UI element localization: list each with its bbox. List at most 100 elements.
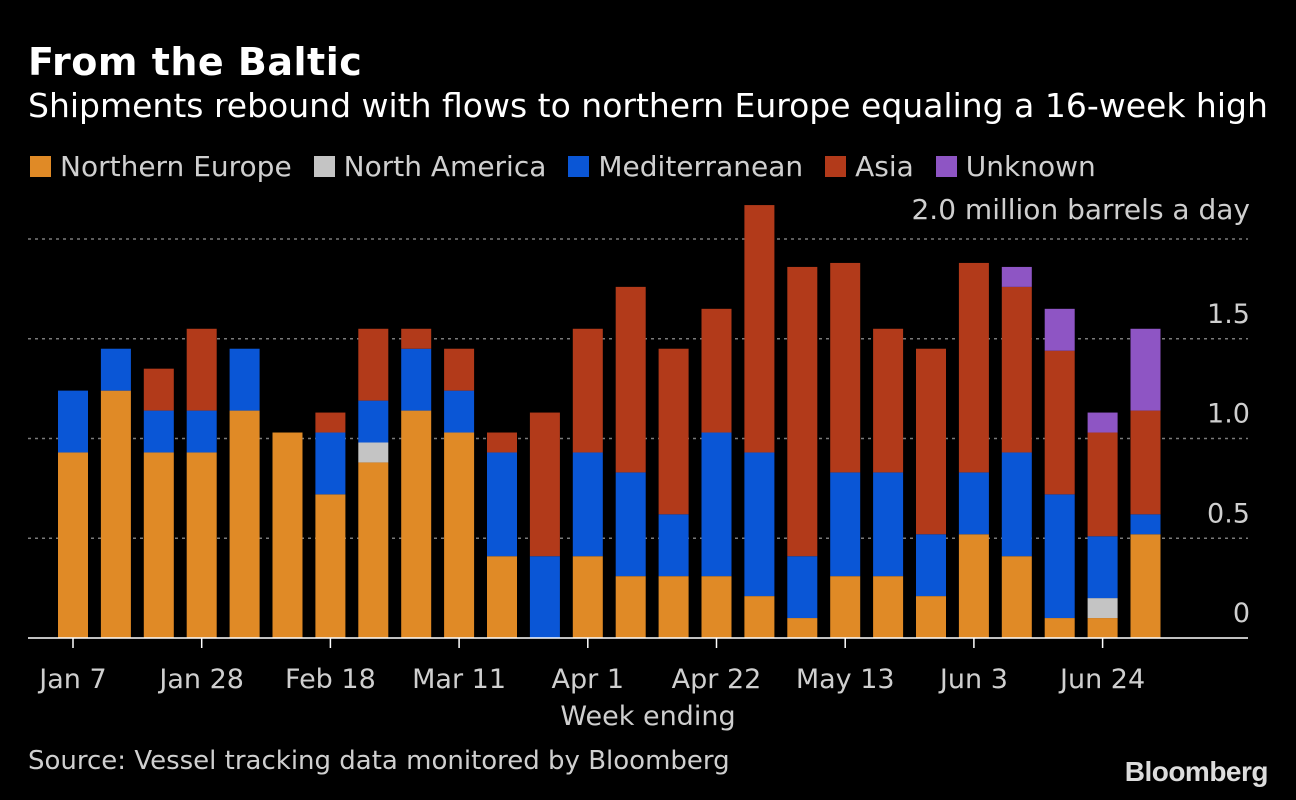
bar-segment-north-america [358, 442, 389, 463]
bar-segment-mediterranean [744, 452, 775, 597]
bar-segment-asia [1087, 432, 1118, 537]
bar-segment-asia [487, 432, 517, 453]
bar-segment-northern-europe [487, 556, 517, 638]
legend-swatch-mediterranean [568, 156, 590, 177]
bar-segment-mediterranean [143, 410, 174, 453]
bar-segment-unknown [1044, 308, 1075, 351]
bar-segment-mediterranean [701, 432, 732, 577]
bar-segment-mediterranean [315, 432, 346, 495]
chart-legend: Northern Europe North America Mediterran… [30, 150, 1118, 183]
bar-segment-asia [615, 286, 646, 473]
bar-segment-northern-europe [658, 576, 689, 638]
bar-segment-mediterranean [658, 514, 689, 577]
bar-segment-mediterranean [186, 410, 217, 453]
bar-segment-northern-europe [358, 462, 389, 638]
legend-label-unknown: Unknown [965, 150, 1096, 183]
bar-segment-northern-europe [787, 618, 818, 638]
x-tick-label: May 13 [796, 664, 895, 695]
legend-label-asia: Asia [855, 150, 914, 183]
bar-segment-northern-europe [1087, 618, 1118, 638]
legend-item-north-america: North America [313, 150, 547, 183]
bar-segment-unknown [1130, 328, 1161, 411]
bar-segment-asia [916, 348, 946, 535]
legend-item-asia: Asia [825, 150, 914, 183]
bar-segment-asia [958, 262, 989, 473]
y-tick-label: 1.0 [1207, 399, 1250, 430]
bar-segment-asia [143, 368, 174, 411]
legend-item-unknown: Unknown [935, 150, 1096, 183]
bar-segment-asia [1001, 286, 1032, 453]
bar-segment-northern-europe [830, 576, 861, 638]
x-axis-title: Week ending [560, 701, 735, 732]
bar-segment-northern-europe [615, 576, 646, 638]
bar-segment-mediterranean [444, 390, 475, 433]
bar-segment-northern-europe [444, 432, 475, 638]
legend-swatch-northern-europe [30, 156, 51, 177]
bar-segment-northern-europe [401, 410, 432, 638]
x-tick-label: Mar 11 [412, 664, 506, 695]
x-tick-label: Feb 18 [285, 664, 376, 695]
bar-segment-mediterranean [615, 472, 646, 577]
bar-segment-asia [701, 308, 732, 433]
x-tick-label: Jan 7 [37, 664, 106, 695]
legend-item-mediterranean: Mediterranean [568, 150, 803, 183]
bloomberg-logo: Bloomberg [1124, 756, 1269, 787]
y-tick-label: 0.5 [1207, 498, 1250, 529]
x-tick-label: Jan 28 [157, 664, 244, 695]
legend-swatch-asia [825, 156, 847, 177]
legend-swatch-unknown [935, 156, 957, 177]
chart-title: From the Baltic [28, 40, 363, 84]
bar-segment-asia [658, 348, 689, 515]
bar-segment-mediterranean [1001, 452, 1032, 557]
legend-label-north-america: North America [343, 150, 547, 183]
bar-segment-mediterranean [58, 390, 88, 453]
y-tick-label: 0 [1233, 598, 1250, 629]
bar-segment-northern-europe [958, 534, 989, 638]
legend-label-northern-europe: Northern Europe [60, 150, 292, 183]
bar-segment-northern-europe [1130, 534, 1161, 638]
bar-segment-northern-europe [701, 576, 732, 638]
bar-segment-mediterranean [1087, 536, 1118, 599]
bar-segment-mediterranean [358, 400, 389, 443]
y-tick-label: 1.5 [1207, 299, 1250, 330]
bar-segment-northern-europe [229, 410, 260, 638]
source-note: Source: Vessel tracking data monitored b… [28, 746, 730, 776]
bar-segment-asia [1130, 410, 1161, 515]
bar-segment-mediterranean [487, 452, 517, 557]
bar-segment-asia [1044, 350, 1075, 495]
bar-segment-unknown [1001, 266, 1032, 287]
bar-segment-northern-europe [272, 432, 303, 638]
bar-segment-mediterranean [529, 556, 560, 638]
legend-item-northern-europe: Northern Europe [30, 150, 292, 183]
bar-segment-northern-europe [1044, 618, 1075, 638]
bar-segment-asia [830, 262, 861, 473]
bar-segment-mediterranean [830, 472, 861, 577]
bar-segment-asia [186, 328, 217, 411]
bar-segment-mediterranean [572, 452, 603, 557]
bar-segment-northern-europe [873, 576, 904, 638]
bar-segment-asia [358, 328, 389, 401]
bar-segment-asia [572, 328, 603, 453]
bar-segment-asia [315, 412, 346, 433]
bar-segment-mediterranean [1130, 514, 1161, 535]
x-tick-label: Jun 24 [1058, 664, 1145, 695]
bar-segment-northern-europe [100, 390, 131, 638]
bar-segment-mediterranean [100, 348, 131, 391]
bar-segment-asia [529, 412, 560, 557]
bar-segment-asia [744, 205, 775, 453]
bar-segment-mediterranean [401, 348, 432, 411]
x-tick-label: Apr 1 [552, 664, 624, 695]
bar-segment-asia [401, 328, 432, 349]
bar-segment-northern-europe [315, 494, 346, 638]
bar-segment-unknown [1087, 412, 1118, 433]
bar-segment-mediterranean [958, 472, 989, 535]
bar-segment-mediterranean [916, 534, 946, 597]
bar-segment-asia [787, 266, 818, 557]
bar-segment-asia [873, 328, 904, 473]
bar-segment-northern-europe [916, 596, 946, 638]
x-tick-label: Apr 22 [672, 664, 762, 695]
bar-segment-northern-europe [186, 452, 217, 638]
y-axis-unit-label: 2.0 million barrels a day [911, 193, 1250, 226]
bar-segment-mediterranean [787, 556, 818, 619]
